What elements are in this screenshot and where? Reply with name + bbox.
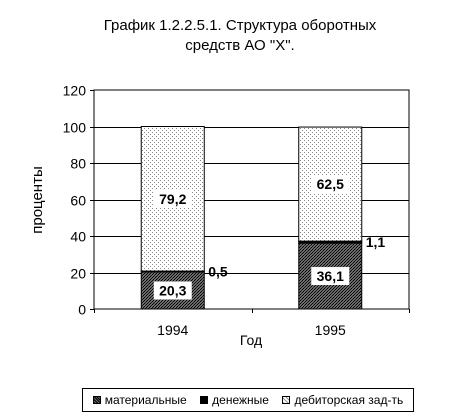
y-tick-label: 100	[63, 120, 87, 136]
legend-label-materials: материальные	[104, 393, 187, 407]
x-tick-label: 1995	[315, 322, 346, 338]
data-label: 0,5	[208, 263, 228, 279]
y-axis-label: проценты	[29, 166, 46, 234]
data-label: 1,1	[366, 234, 386, 250]
legend-label-cash: денежные	[212, 393, 269, 407]
data-label: 79,2	[159, 191, 186, 207]
y-tick-label: 40	[70, 229, 86, 245]
data-label: 36,1	[317, 268, 344, 284]
chart-title-line1: График 1.2.2.5.1. Структура оборотных	[103, 17, 377, 34]
legend-item-receivables: дебиторская зад-ть	[282, 393, 403, 407]
data-label-bg	[153, 189, 192, 208]
chart-legend: материальные денежные дебиторская зад-ть	[82, 388, 414, 412]
data-label: 62,5	[317, 176, 344, 192]
legend-item-cash: денежные	[200, 393, 269, 407]
data-label-bg	[311, 267, 350, 286]
x-tick-label: 1994	[157, 322, 188, 338]
y-tick-label: 60	[70, 193, 86, 209]
chart-title-line2: средств АО "Х".	[185, 37, 295, 54]
legend-item-materials: материальные	[92, 393, 187, 407]
legend-swatch-cash	[200, 396, 209, 404]
data-label-bg	[311, 175, 350, 194]
y-tick-label: 0	[78, 302, 86, 318]
x-axis-label: Год	[240, 332, 262, 348]
legend-swatch-receivables	[282, 396, 291, 404]
y-tick-label: 20	[70, 266, 86, 282]
y-tick-label: 80	[70, 156, 86, 172]
legend-swatch-materials	[92, 396, 101, 404]
chart-svg: 0 20 40 60 80 100 120 20,3 0,5 79,2 1994 36,1 1,1 62,…	[29, 83, 410, 348]
data-label: 20,3	[159, 282, 186, 298]
data-label-bg	[153, 281, 192, 300]
legend-label-receivables: дебиторская зад-ть	[294, 393, 404, 407]
y-tick-label: 120	[63, 83, 87, 99]
